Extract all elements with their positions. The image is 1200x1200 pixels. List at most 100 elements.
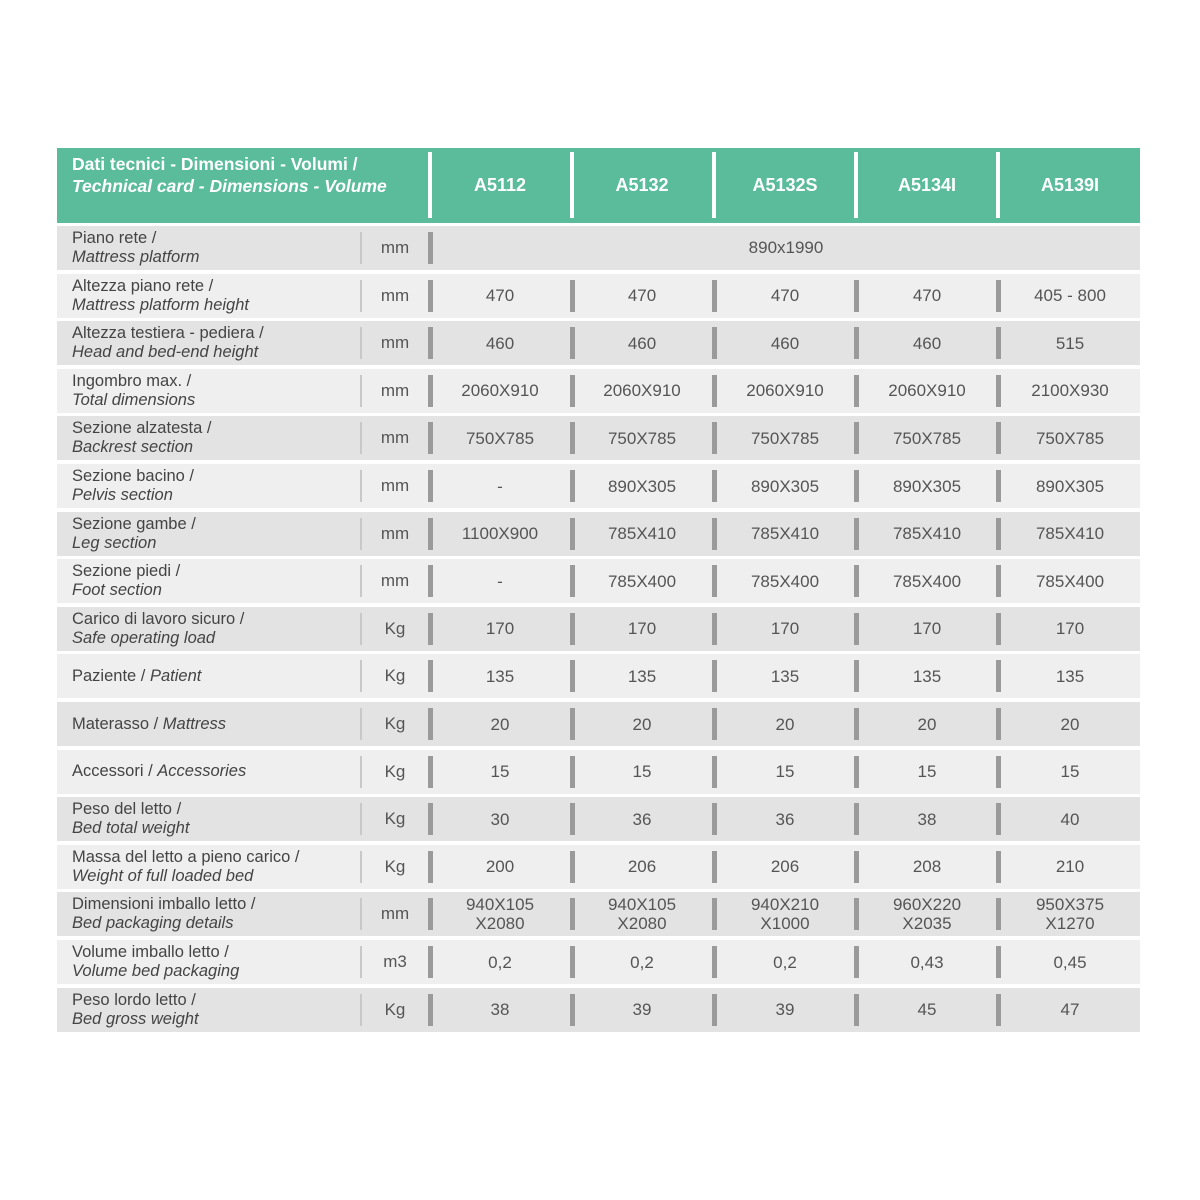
value-cell: 405 - 800 [1000,274,1140,318]
unit: Kg [384,809,406,829]
header-separator [570,152,574,218]
column-separator [428,517,433,550]
column-separator [996,279,1001,312]
value-cell: 785X400 [1000,559,1140,603]
value-line: 750X785 [1035,428,1105,448]
row-bg [57,321,1140,366]
column-separator [996,517,1001,550]
value-line: 206 [770,857,800,877]
value-line: 15 [917,762,937,782]
value-cell: 2060X910 [715,369,855,413]
value-line: 890X305 [607,476,677,496]
value-line: 15 [775,762,795,782]
value-cell: 170 [1000,607,1140,651]
value-line: 470 [770,286,800,306]
value-line: 515 [1055,333,1085,353]
column-separator [996,803,1001,836]
value-line: 170 [770,619,800,639]
label-en: Foot section [72,581,162,600]
value-cell: 470 [430,274,570,318]
value-line: 960X220 [892,895,962,915]
unit: Kg [384,761,406,781]
row-label: Altezza testiera - pediera / Head and bed… [72,321,357,365]
value-cell: 20 [572,702,712,746]
label-en: Total dimensions [72,390,196,409]
unit: m3 [383,952,407,971]
value-cell: 750X785 [430,416,570,460]
column-separator [854,803,859,836]
row-bg [57,702,1140,746]
label-en: Bed total weight [72,819,190,838]
value-cell: 785X400 [572,559,712,603]
column-separator [570,517,575,550]
value-line: 940X105 [465,895,535,915]
column-separator [570,898,575,931]
value-line: 2060X910 [888,381,966,401]
value-line: 460 [770,333,800,353]
column-separator [712,660,717,693]
label-en: Mattress platform height [72,295,249,314]
value-line: 785X410 [750,524,820,544]
row-bg [57,559,1140,604]
label-it: Carico di lavoro sicuro / [72,609,245,628]
column-separator [428,470,433,502]
row-separator [360,850,362,883]
column-separator [570,993,575,1026]
label-en: Head and bed-end height [72,343,259,362]
column-separator [428,803,433,836]
column-separator [854,708,859,740]
value-line: 470 [912,286,942,306]
row-separator [360,612,362,645]
value-cell: 470 [857,274,997,318]
value-line: 750X785 [750,428,820,448]
value-cell: 2060X910 [430,369,570,413]
column-separator [428,232,433,264]
value-line: 135 [627,666,657,686]
row-separator [360,946,362,978]
column-separator [712,327,717,360]
column-separator [570,470,575,502]
value-cell: 170 [572,607,712,651]
value-cell: 15 [1000,750,1140,794]
unit: Kg [384,618,406,638]
column-separator [854,470,859,502]
column-separator [712,374,717,407]
row-separator [360,708,362,740]
value-cell: 1100X900 [430,512,570,556]
value-line: 2100X930 [1031,381,1109,401]
model-name: A5132 [615,175,669,195]
value-cell: 20 [430,702,570,746]
column-separator [570,946,575,978]
unit: Kg [384,714,406,733]
column-separator [712,708,717,740]
value-line: 890X305 [750,476,820,496]
value-cell: 750X785 [572,416,712,460]
value-cell: 0,45 [1000,940,1140,984]
value-line: - [497,571,503,591]
value-cell: 2060X910 [857,369,997,413]
column-separator [712,565,717,598]
model-name: A5139I [1040,175,1100,195]
label-it: Sezione bacino / [72,467,195,485]
row-label: Volume imballo letto / Volume bed packagi… [72,940,357,984]
value-line: 170 [485,619,515,639]
column-separator [996,850,1001,883]
column-separator [570,612,575,645]
value-line: 15 [490,762,510,782]
column-separator [854,755,859,788]
value-cell: 2100X930 [1000,369,1140,413]
value-cell: 890X305 [857,464,997,508]
value-cell: 890X305 [715,464,855,508]
column-separator [996,946,1001,978]
column-separator [570,708,575,740]
value-cell: 785X410 [715,512,855,556]
value-line: 890X305 [892,476,962,496]
value-line: 470 [485,286,515,306]
row-bg [57,606,1140,651]
label-line: Paziente / Patient [72,667,357,686]
value-cell: 40 [1000,797,1140,841]
value-line: 36 [775,809,795,829]
column-separator [570,660,575,693]
value-line: 785X400 [607,571,677,591]
label-en: Weight of full loaded bed [72,866,254,885]
